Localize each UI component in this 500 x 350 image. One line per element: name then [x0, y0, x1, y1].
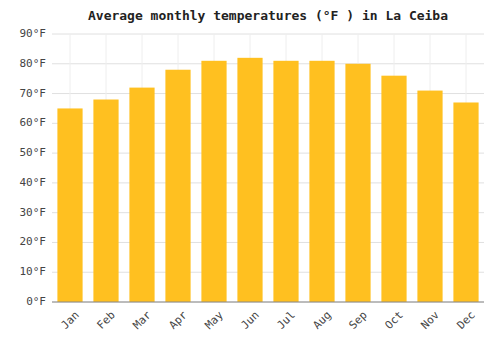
y-tick-label: 20°F: [20, 235, 47, 248]
y-tick-label: 60°F: [20, 116, 47, 129]
x-tick-label: Nov: [419, 308, 443, 332]
x-axis-line: [52, 302, 484, 303]
bar: [237, 58, 262, 302]
x-tick-label: Jul: [275, 309, 298, 332]
x-tick-label: Feb: [95, 309, 118, 332]
y-tick-label: 30°F: [20, 206, 47, 219]
bars: [57, 58, 478, 302]
y-grid-line: [52, 34, 484, 35]
chart-title: Average monthly temperatures (°F ) in La…: [88, 8, 448, 23]
y-tick-label: 70°F: [20, 87, 47, 100]
y-grid-line: [52, 302, 484, 303]
chart-container: 0°F 10°F 20°F 30°F 40°F 50°F 60°F 70°F 80°F 90°F J…: [0, 0, 500, 350]
grid: [52, 34, 484, 302]
x-tick-label: Aug: [311, 309, 334, 332]
bar: [309, 61, 334, 302]
x-tick-label: Apr: [167, 308, 191, 332]
bar: [417, 91, 442, 302]
bar: [129, 88, 154, 302]
y-tick-label: 0°F: [26, 295, 46, 308]
x-tick-label: May: [203, 308, 227, 332]
x-tick-label: Sep: [347, 309, 370, 332]
x-tick-label: Jun: [239, 309, 262, 332]
x-tick-label: Dec: [455, 309, 478, 332]
x-tick-label: Oct: [383, 309, 406, 332]
bar: [453, 102, 478, 302]
x-tick-labels: Jan Feb Mar Apr May Jun Jul Aug Sep Oct Nov Dec: [59, 308, 478, 332]
y-tick-label: 50°F: [20, 146, 47, 159]
y-tick-label: 90°F: [20, 27, 47, 40]
x-tick-label: Jan: [59, 309, 82, 332]
y-tick-label: 80°F: [20, 57, 47, 70]
bar: [273, 61, 298, 302]
bar: [201, 61, 226, 302]
bar: [165, 70, 190, 302]
bar: [57, 108, 82, 302]
y-tick-labels: 0°F 10°F 20°F 30°F 40°F 50°F 60°F 70°F 80°F 90°F: [20, 27, 47, 308]
x-tick-label: Mar: [131, 308, 155, 332]
bar: [381, 76, 406, 302]
chart-svg: 0°F 10°F 20°F 30°F 40°F 50°F 60°F 70°F 80°F 90°F J…: [0, 0, 500, 350]
bar: [93, 100, 118, 302]
bar: [345, 64, 370, 302]
y-grid-line: [52, 63, 484, 64]
y-tick-label: 10°F: [20, 265, 47, 278]
y-tick-label: 40°F: [20, 176, 47, 189]
